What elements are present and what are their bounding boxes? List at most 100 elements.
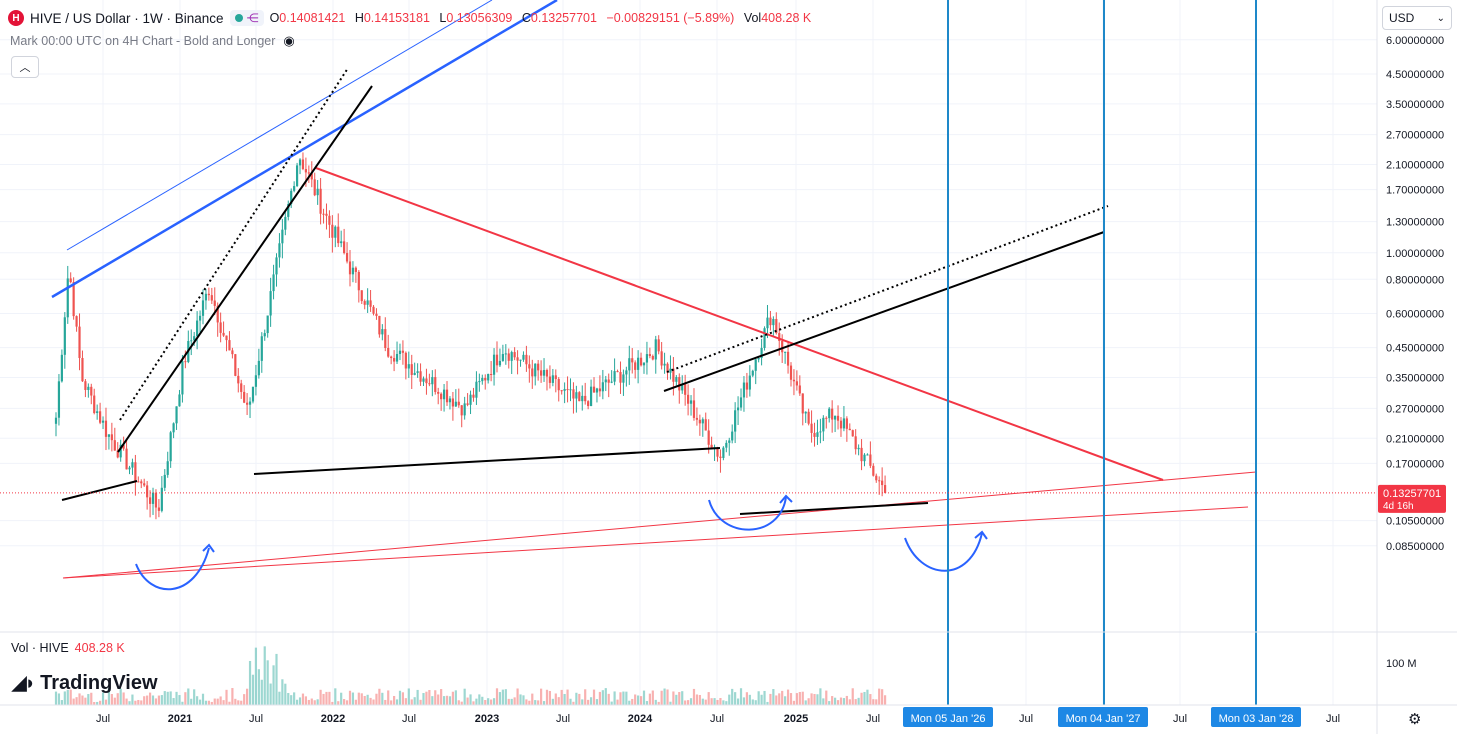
volume-bar — [219, 696, 222, 705]
volume-bar — [648, 693, 651, 705]
hide-eye-icon[interactable]: ◉ — [283, 33, 295, 48]
candle-body — [381, 329, 384, 335]
volume-bar — [75, 697, 78, 705]
candle-body — [789, 365, 793, 380]
volume-bar — [260, 679, 263, 705]
candle-body — [457, 401, 460, 406]
volume-bar — [442, 696, 446, 705]
candle-body — [531, 368, 534, 377]
volume-bar — [610, 701, 613, 705]
candle-body — [516, 357, 519, 361]
candle-body — [810, 423, 813, 433]
volume-bar — [278, 691, 281, 705]
volume-bar — [589, 697, 593, 705]
candle-body — [548, 376, 552, 383]
volume-bar — [57, 693, 61, 705]
indicator-pill[interactable]: ⋲ — [229, 10, 264, 26]
candle-body — [284, 216, 287, 230]
candle-body — [122, 444, 125, 449]
y-tick-label: 1.00000000 — [1386, 248, 1444, 260]
volume-bar — [287, 692, 290, 705]
volume-bar — [304, 696, 307, 705]
candle-body — [193, 336, 196, 341]
candle-body — [251, 386, 255, 402]
volume-bar — [713, 698, 716, 705]
gear-icon[interactable]: ⚙ — [1408, 711, 1422, 728]
candle-body — [739, 397, 743, 408]
candle-body — [645, 354, 649, 363]
candle-body — [295, 165, 299, 187]
volume-bar — [754, 700, 757, 705]
candle-body — [836, 415, 840, 421]
candle-body — [475, 381, 478, 398]
candle-body — [848, 428, 851, 431]
volume-bar — [169, 691, 172, 705]
volume-bar — [425, 691, 428, 705]
volume-bar — [669, 701, 672, 705]
candle-body — [634, 362, 637, 370]
candle-body — [248, 401, 252, 405]
candle-body — [672, 368, 675, 382]
volume-bar — [519, 694, 522, 705]
volume-bar — [460, 701, 463, 705]
volume-bar — [660, 690, 663, 705]
candle-body — [754, 359, 757, 371]
volume-bar — [148, 692, 152, 705]
candle-body — [340, 241, 343, 244]
volume-bar — [101, 692, 105, 705]
volume-bar — [440, 689, 443, 705]
candle-body — [648, 354, 651, 357]
volume-bar — [290, 695, 293, 705]
collapse-legend-button[interactable]: ︿ — [11, 56, 39, 78]
candle-body — [736, 407, 740, 411]
curved-arrow-head-2020 — [202, 543, 215, 553]
candle-body — [219, 322, 222, 333]
x-tick-label: 2023 — [475, 713, 499, 725]
currency-select[interactable]: USD ⌄ — [1382, 6, 1452, 30]
share-icon[interactable]: ⋲ — [246, 11, 259, 25]
candle-body — [246, 402, 249, 405]
volume-bar — [119, 688, 122, 705]
black-dotted-uptrend-line — [119, 67, 349, 421]
candle-body — [143, 483, 146, 486]
volume-bar — [725, 701, 728, 705]
symbol-title[interactable]: HIVE / US Dollar · 1W · Binance — [30, 10, 224, 26]
tradingview-logo[interactable]: ◢◗ TradingView — [12, 672, 158, 695]
candle-body — [675, 377, 678, 382]
volume-bar — [763, 690, 766, 705]
candle-body — [807, 411, 810, 424]
candle-body — [207, 293, 210, 296]
candle-body — [857, 447, 860, 450]
candle-body — [487, 373, 490, 381]
candle-body — [751, 370, 754, 376]
blue-channel-line-thin — [66, 0, 493, 251]
volume-bar — [313, 700, 316, 705]
candle-body — [716, 447, 719, 457]
volume-bar — [642, 690, 646, 705]
volume-bar — [654, 699, 657, 705]
y-tick-label: 0.10500000 — [1386, 516, 1444, 528]
candle-body — [310, 173, 313, 180]
volume-bar — [528, 700, 531, 705]
candle-body — [384, 329, 387, 348]
candle-body — [869, 454, 872, 466]
candle-body — [78, 326, 81, 358]
volume-bar — [151, 695, 155, 705]
candle-body — [492, 354, 496, 375]
candle-body — [766, 317, 769, 329]
volume-bar — [360, 693, 363, 705]
candle-body — [619, 372, 622, 383]
volume-bar — [116, 693, 119, 705]
volume-bar — [472, 701, 475, 705]
volume-bar — [369, 697, 372, 705]
y-tick-label: 4.50000000 — [1386, 69, 1444, 81]
candle-body — [160, 487, 163, 511]
volume-bar — [516, 688, 519, 705]
candle-body — [692, 400, 696, 418]
volume-bar — [507, 698, 510, 705]
volume-bar — [534, 700, 537, 705]
candle-body — [287, 204, 290, 217]
volume-bar — [328, 691, 331, 705]
candle-body — [525, 354, 528, 365]
